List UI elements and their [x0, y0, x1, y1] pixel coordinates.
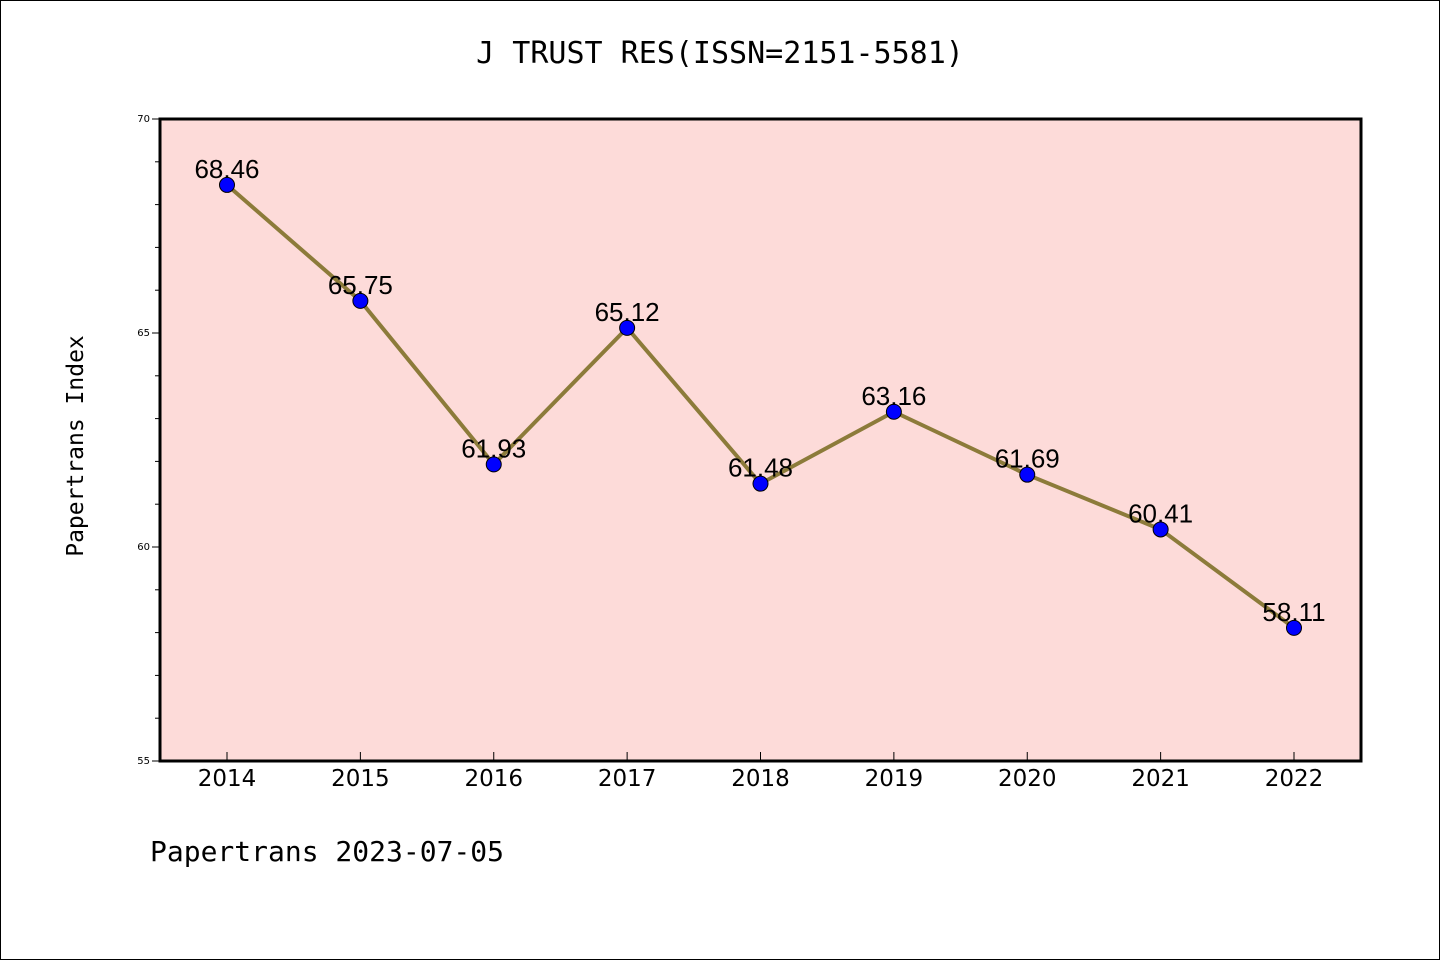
x-tick-label: 2016 — [464, 766, 523, 792]
y-tick-label: 65 — [137, 328, 150, 339]
x-tick-label: 2021 — [1131, 766, 1190, 792]
data-label: 61.48 — [728, 453, 793, 483]
y-axis: 55 60 65 70 — [137, 114, 160, 767]
x-tick-label: 2019 — [865, 766, 924, 792]
plot-area — [160, 119, 1361, 761]
x-tick-label: 2022 — [1265, 766, 1324, 792]
data-point — [219, 176, 235, 193]
data-point — [1286, 619, 1302, 636]
data-point — [485, 456, 502, 473]
data-label: 60.41 — [1128, 498, 1193, 528]
data-labels: 68.46 65.75 61.93 65.12 61.48 63.16 61.69 60.41… — [194, 154, 1325, 627]
x-tick-label: 2017 — [598, 766, 657, 792]
data-point — [1019, 466, 1036, 483]
chart-title: J TRUST RES(ISSN=2151-5581) — [476, 36, 964, 71]
data-label: 61.69 — [995, 444, 1060, 474]
x-tick-label: 2014 — [198, 766, 257, 792]
data-label: 68.46 — [194, 154, 259, 184]
data-point — [619, 319, 636, 336]
y-tick-label: 70 — [137, 114, 150, 125]
plot-border — [158, 117, 1363, 763]
x-tick-label: 2015 — [331, 766, 390, 792]
y-tick-label: 55 — [137, 756, 150, 767]
x-tick-label: 2020 — [998, 766, 1057, 792]
data-label: 61.93 — [461, 433, 526, 463]
data-point — [352, 292, 369, 309]
y-tick-label: 60 — [137, 542, 150, 553]
data-point — [1152, 521, 1169, 538]
data-markers — [219, 176, 1302, 636]
data-label: 65.12 — [595, 297, 660, 327]
data-point — [752, 475, 769, 492]
data-label: 65.75 — [328, 270, 393, 300]
footer-note: Papertrans 2023-07-05 — [150, 835, 505, 868]
x-tick-label: 2018 — [731, 766, 790, 792]
data-label: 58.11 — [1262, 597, 1325, 627]
data-label: 63.16 — [861, 381, 926, 411]
x-axis: 2014 2015 2016 2017 2018 2019 2020 2021 2022 — [198, 752, 1324, 792]
data-point — [885, 403, 902, 420]
